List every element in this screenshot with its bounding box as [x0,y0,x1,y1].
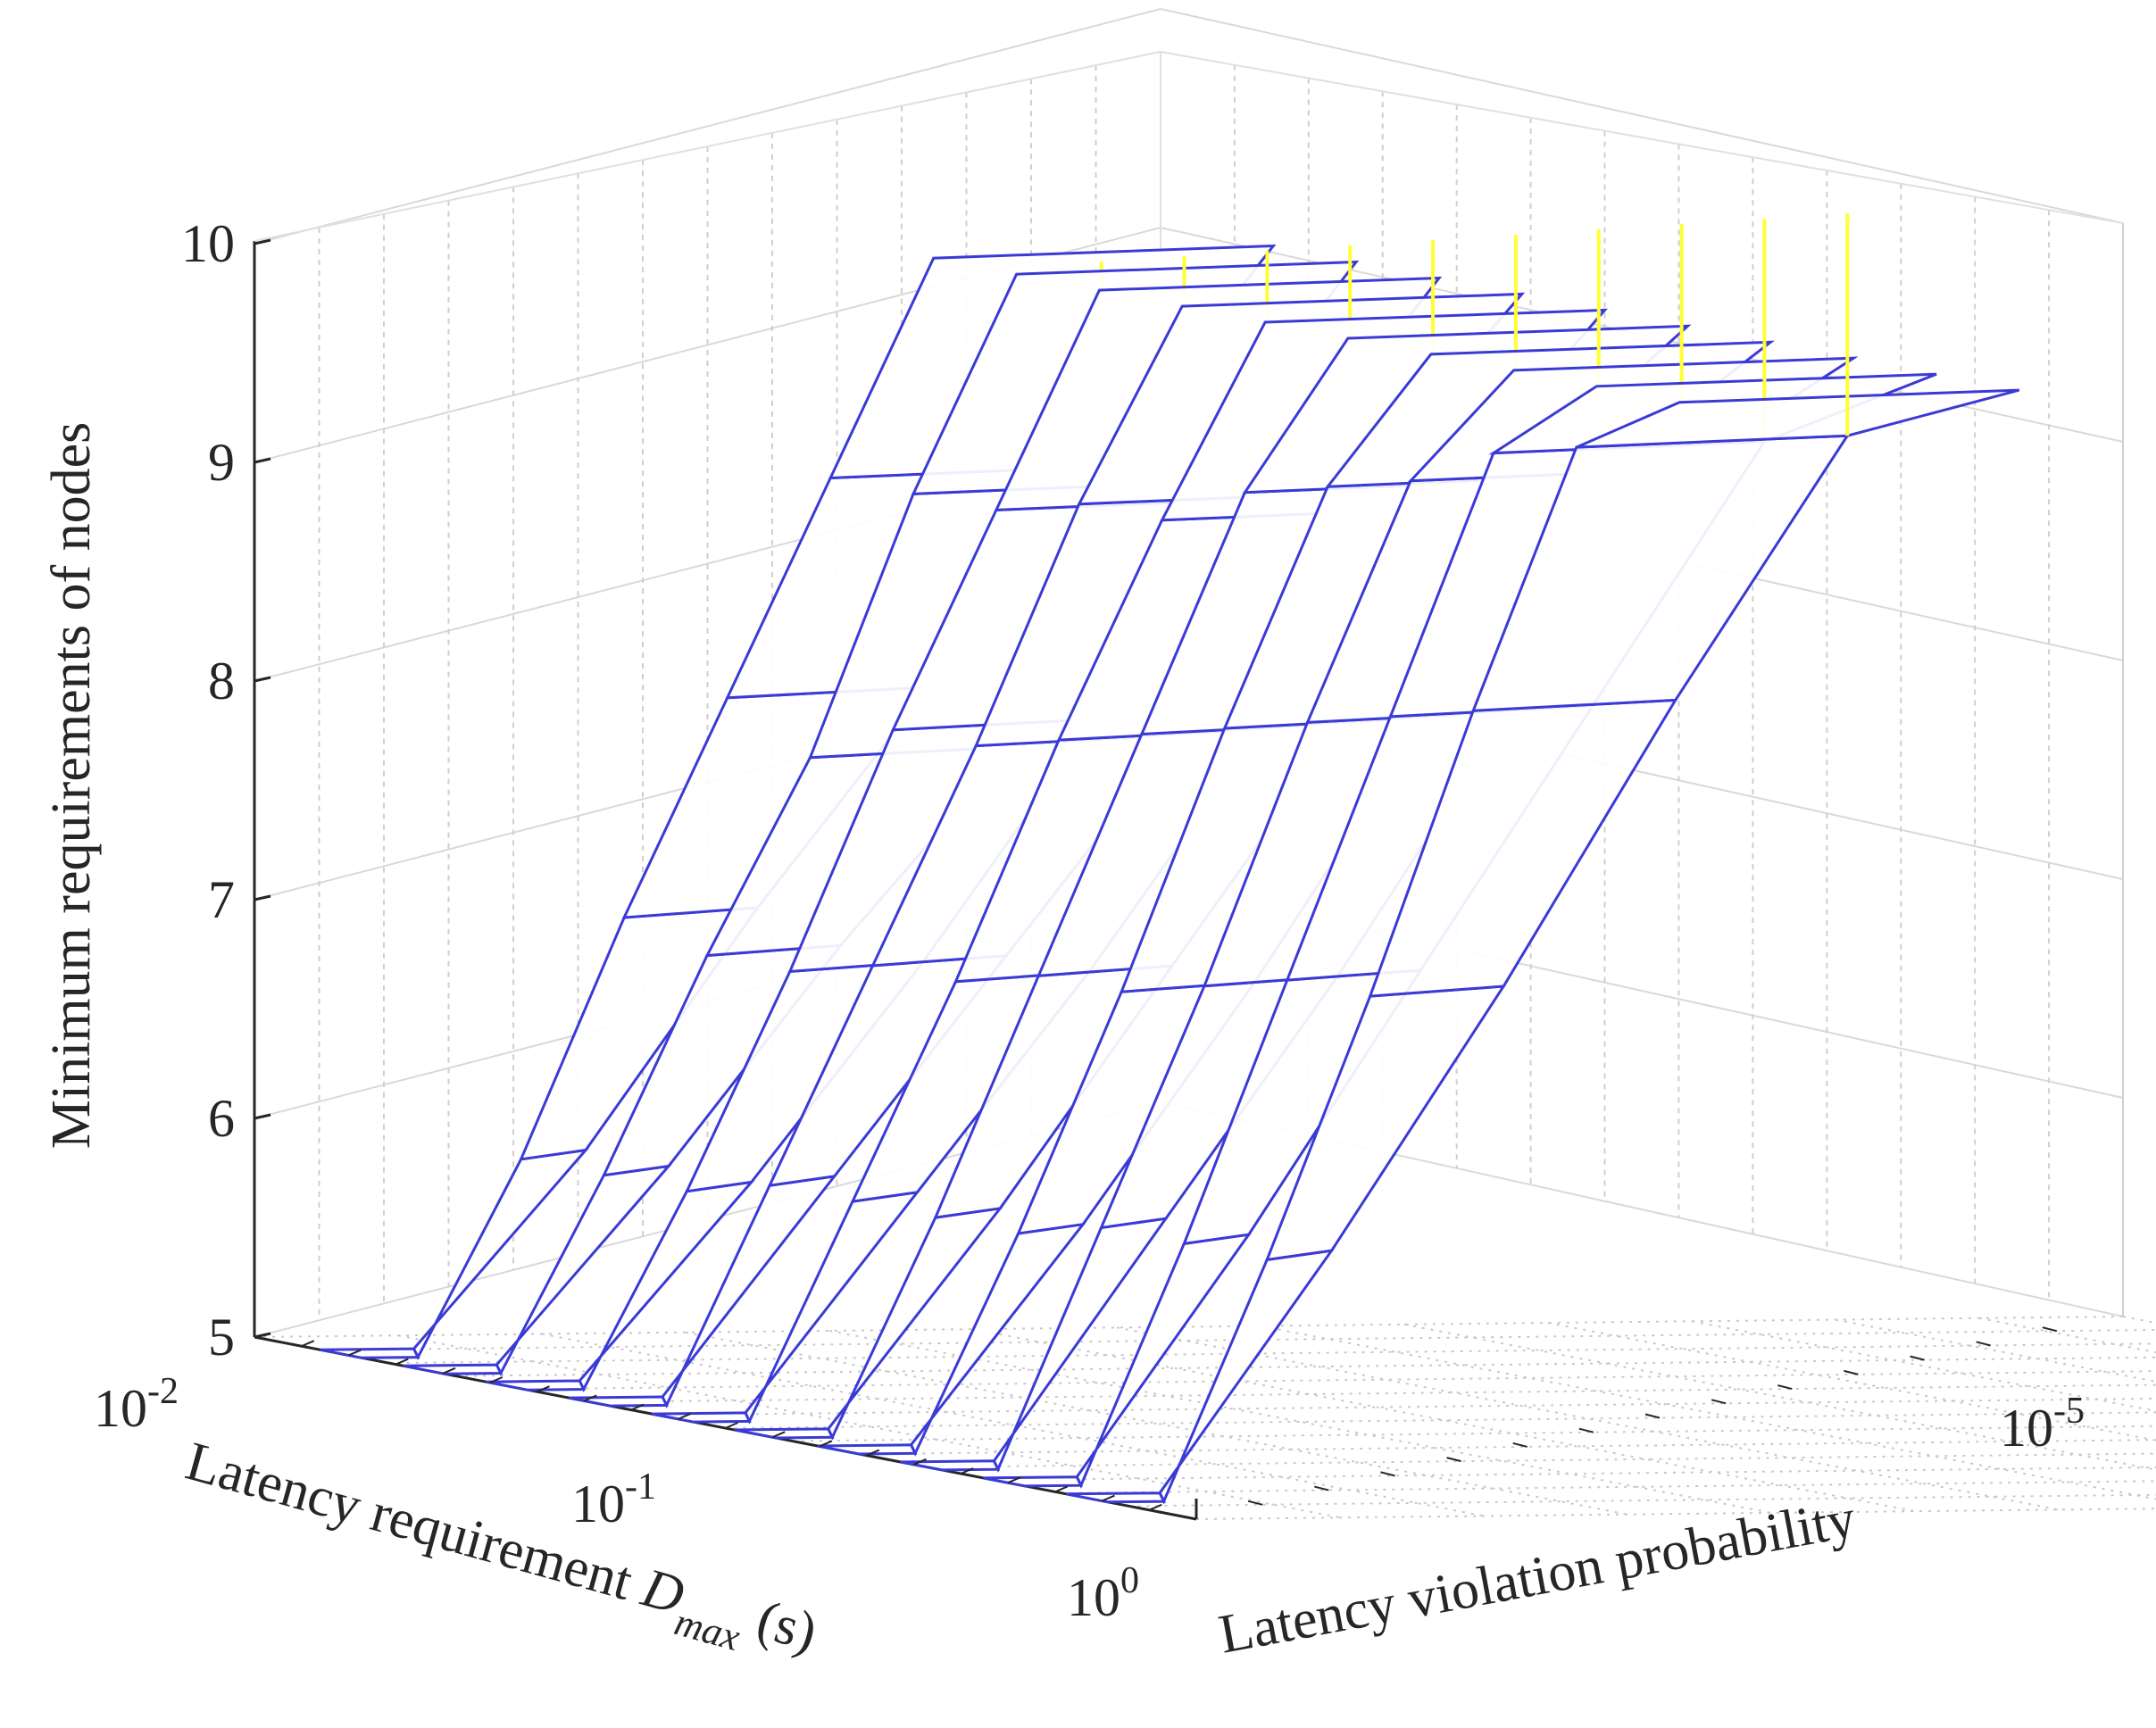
x-minor-tick [866,1449,880,1457]
y-minor-tick [1644,1413,1661,1419]
x-tick-label-exp: -2 [147,1371,179,1412]
mesh-floor-cell [983,1475,1084,1488]
z-tick-label: 10 [181,214,235,273]
z-tick [254,238,271,245]
x-axis-label: Latency requirement Dmax (s) [175,1431,823,1679]
z-axis-label: Minimum requirements of nodes [41,422,102,1149]
top-left-edge [254,51,1161,242]
mesh-floor-cell [1066,1491,1166,1504]
floor-gridline-x [1128,1493,2156,1508]
x-tick-label: 10-1 [571,1466,656,1533]
y-minor-tick [1711,1399,1727,1405]
mesh-floor-cell [486,1379,587,1392]
floor-gridline-x [792,1425,2156,1442]
x-tick-label-exp: -1 [625,1466,656,1508]
y-tick-label-exp: -5 [2053,1391,2085,1432]
z-tick [254,894,271,901]
floor-gridline-x [1061,1480,2156,1494]
z-tick-label: 8 [208,652,235,710]
mesh-quad [1576,388,2020,449]
z-tick-label: 9 [208,433,235,492]
x-tick-label-base: 10 [1067,1568,1120,1627]
z-gridline-right [1160,8,2124,224]
y-minor-tick [1512,1441,1528,1448]
y-tick-label: 10-5 [2000,1391,2085,1458]
x-minor-tick [1054,1485,1069,1493]
x-minor-tick [395,1358,409,1366]
x-minor-tick [489,1376,504,1383]
y-minor-tick [1578,1427,1594,1433]
floor-gridline-x [725,1411,2156,1429]
x-tick-label-exp: 0 [1120,1560,1139,1601]
y-minor-tick [1976,1341,1991,1347]
floor-gridline-x [994,1466,2156,1482]
x-minor-tick [1102,1494,1115,1502]
z-tick-label: 6 [208,1089,235,1148]
z-tick [254,457,271,464]
y-minor-tick [1844,1369,1859,1375]
x-minor-tick [537,1385,550,1393]
z-tick-label: 7 [208,870,235,929]
x-tick-label: 10-2 [94,1371,179,1438]
x-minor-tick [771,1431,786,1439]
y-minor-tick [1380,1471,1395,1477]
floor-gridline-x [658,1397,2156,1416]
z-tick [254,1113,271,1120]
mesh-floor-cell [569,1395,669,1408]
x-minor-tick [678,1412,692,1420]
y-minor-tick [1777,1384,1793,1391]
mesh-floor-cell [651,1411,752,1424]
x-minor-tick [1148,1503,1162,1511]
floor-gridline-x [590,1383,2156,1403]
x-minor-tick [960,1467,974,1475]
floor-gridline-y [1835,1318,2156,1383]
x-minor-tick [630,1403,645,1411]
z-gridline-left [254,8,1161,245]
x-axis-label-sub: max [670,1599,745,1659]
x-tick-label: 100 [1067,1560,1139,1627]
y-tick-label-base: 10 [2000,1399,2053,1458]
y-minor-tick [1910,1355,1925,1361]
x-minor-tick [583,1394,597,1402]
top-right-edge [1160,51,2124,224]
x-minor-tick [725,1422,738,1429]
floor-gridline-x [860,1439,2156,1456]
floor-gridline-x [1195,1508,2156,1520]
z-tick [254,1332,271,1339]
x-minor-tick [442,1367,456,1375]
x-axis-label-unit: (s) [737,1585,823,1663]
x-minor-tick [913,1458,927,1466]
surface-mesh [320,213,2020,1505]
z-tick [254,676,271,683]
y-minor-tick [1247,1500,1263,1506]
y-axis-ticks: 10-5 [1247,1326,2085,1506]
y-minor-tick [1446,1457,1461,1463]
x-tick-label-base: 10 [94,1379,147,1438]
x-minor-tick [819,1440,833,1448]
x-minor-tick [301,1340,315,1348]
y-minor-tick [1314,1485,1329,1491]
floor-gridline-y [1691,1320,2156,1412]
x-minor-tick [1007,1476,1021,1484]
x-minor-tick [348,1349,362,1357]
mesh-floor-cell [320,1347,420,1359]
y-minor-tick [2042,1326,2058,1333]
x-tick-label-base: 10 [571,1475,625,1533]
mesh-floor-cell [817,1443,918,1456]
z-tick-label: 5 [208,1308,235,1367]
z-axis-ticks: 5 6 7 8 9 10 [181,214,271,1367]
mesh-floor-cell [900,1459,1001,1472]
